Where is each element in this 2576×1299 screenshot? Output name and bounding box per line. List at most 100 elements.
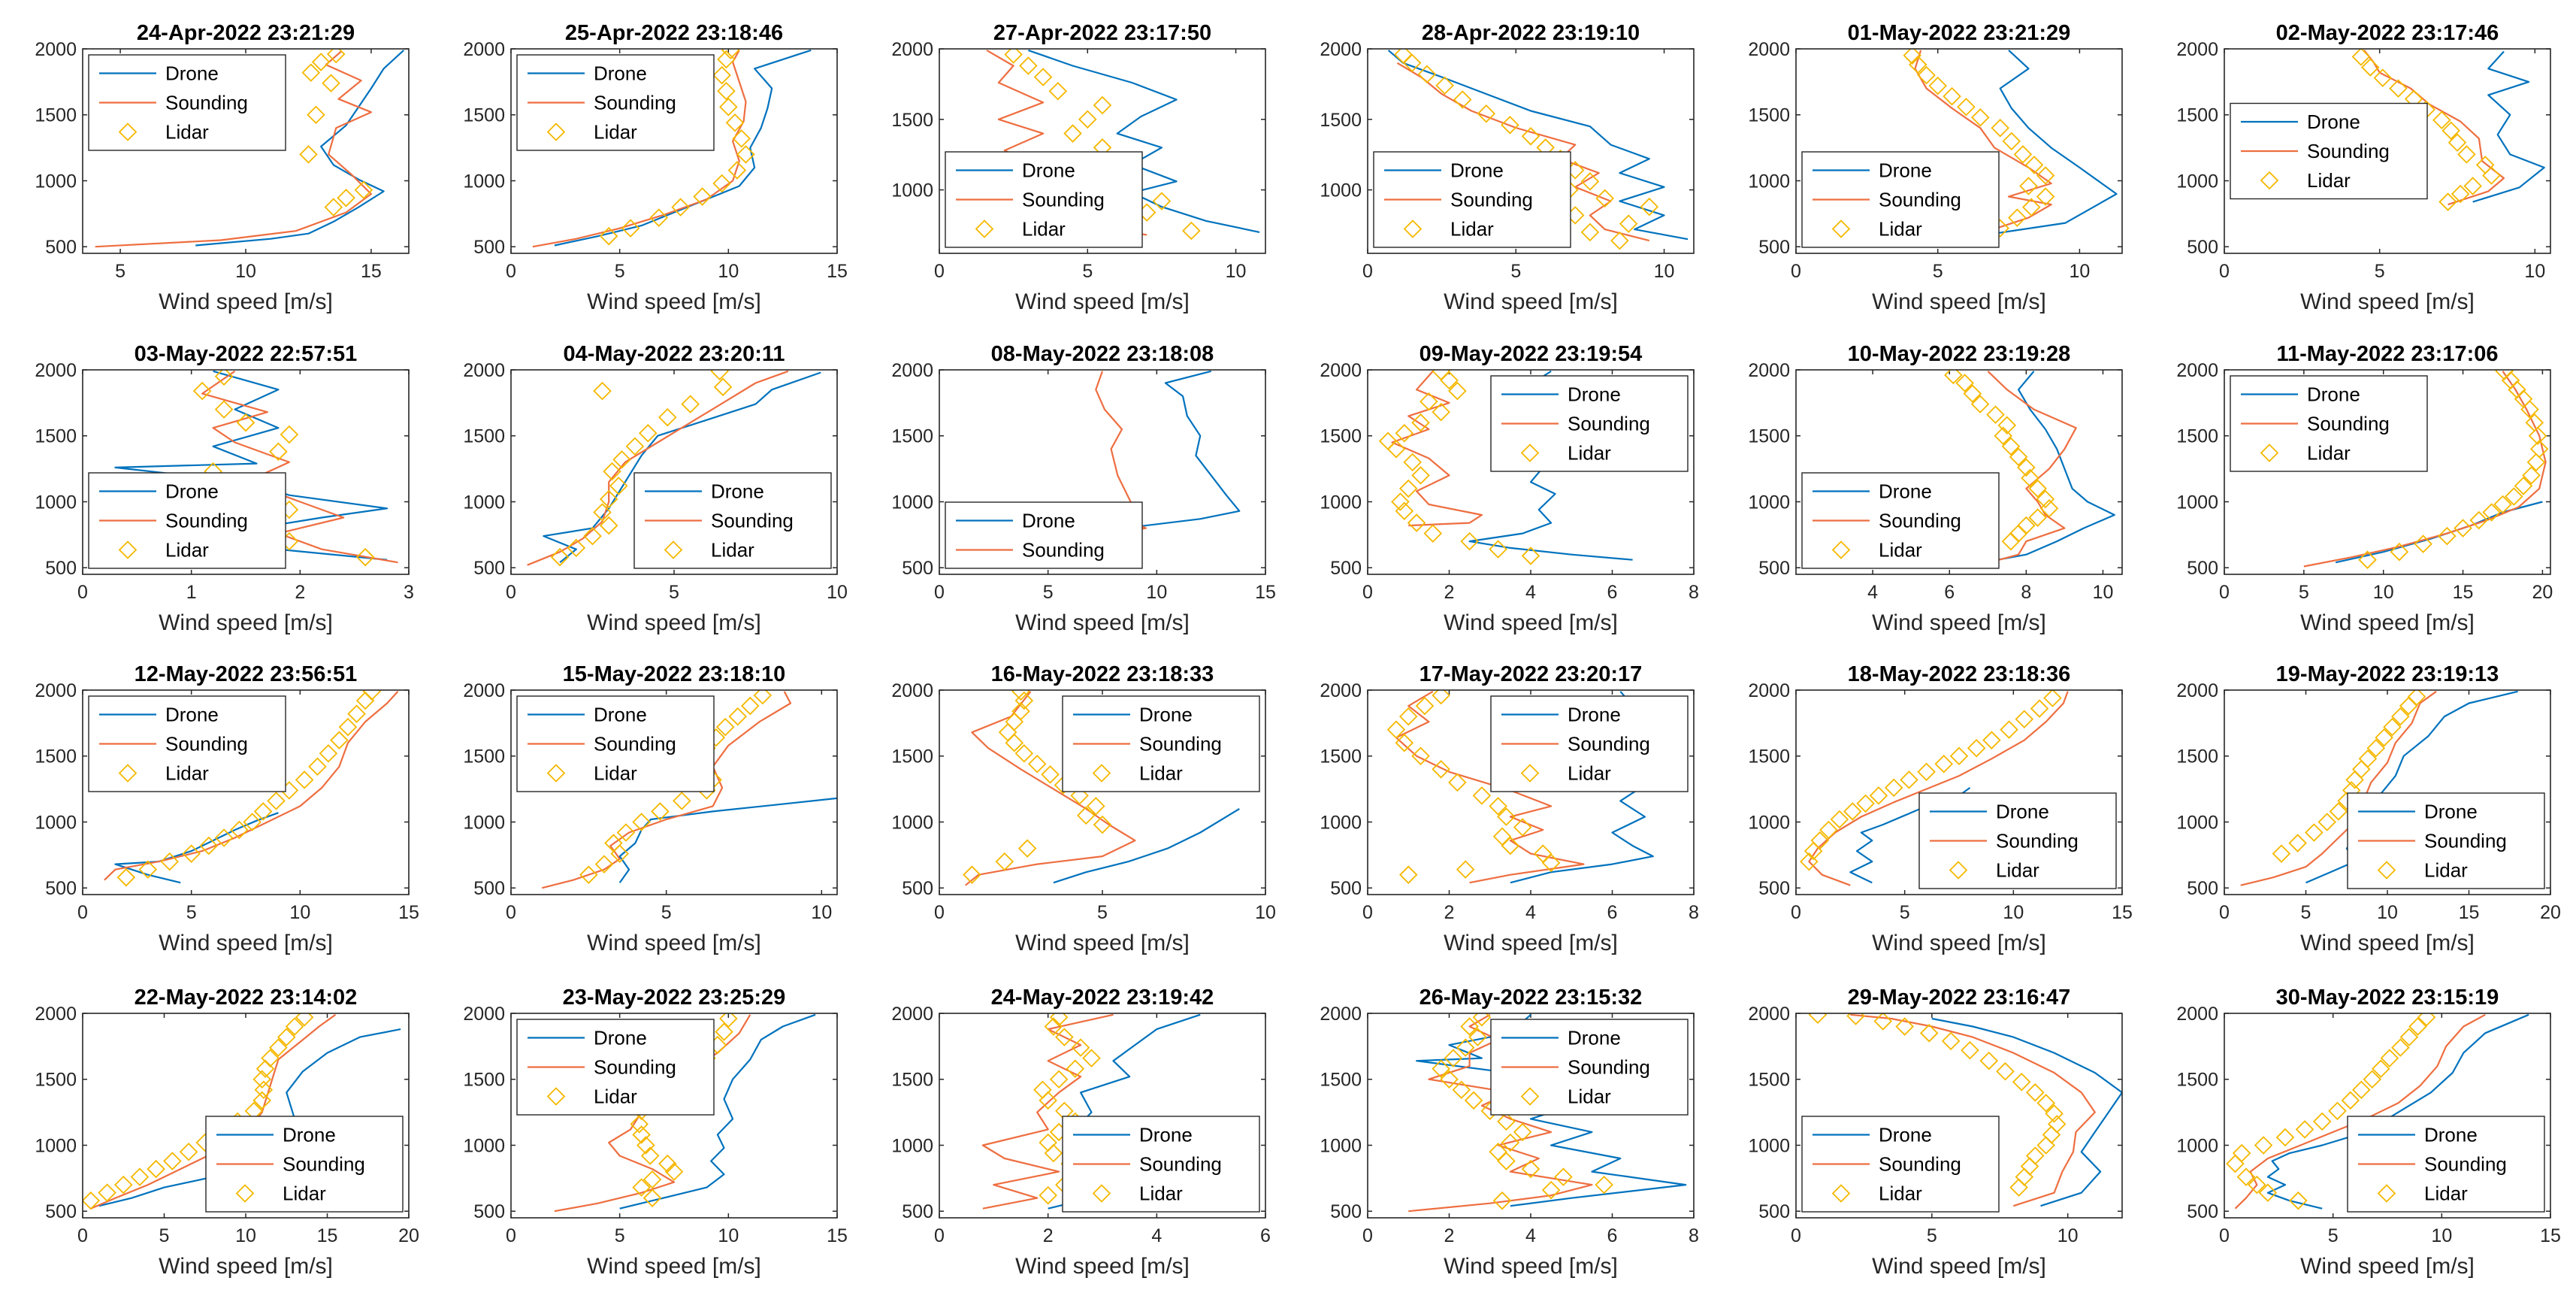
lidar-point (1928, 76, 1947, 95)
legend-box (945, 501, 1143, 569)
legend-sounding-label: Sounding (165, 733, 248, 755)
lidar-point (113, 1175, 133, 1195)
lidar-point (2232, 1143, 2251, 1163)
lidar-point (2036, 166, 2055, 185)
panel-title: 22-May-2022 23:14:02 (135, 986, 358, 1010)
lidar-point (632, 1178, 651, 1197)
lidar-point (330, 731, 349, 749)
y-tick-label: 2000 (1748, 360, 1790, 381)
x-tick-label: 0 (506, 261, 516, 282)
legend: Drone Sounding Lidar (1918, 792, 2117, 889)
panel-title: 18-May-2022 23:18:36 (1848, 662, 2071, 686)
x-tick-label: 2 (1043, 1225, 1054, 1246)
legend: Drone Sounding Lidar (1801, 1116, 2000, 1213)
panel-title: 16-May-2022 23:18:33 (991, 662, 1214, 686)
lidar-point (1440, 1070, 1459, 1089)
legend-sounding-label: Sounding (165, 510, 248, 532)
lidar-point (2391, 1038, 2410, 1057)
lidar-point (1477, 104, 1496, 123)
lidar-point (2030, 699, 2049, 718)
lidar-point (594, 855, 614, 874)
lidar-point (1386, 720, 1406, 739)
lidar-point (1967, 738, 1986, 758)
x-tick-label: 10 (235, 1225, 256, 1246)
lidar-point (1403, 453, 1422, 472)
sounding-line (1395, 690, 1585, 884)
legend-lidar-marker (546, 1087, 566, 1106)
legend-drone-label: Drone (711, 480, 764, 503)
legend: Drone Sounding Lidar (1490, 375, 1689, 472)
legend: Drone Sounding Lidar (88, 472, 286, 569)
y-tick-label: 1500 (2176, 746, 2218, 768)
lidar-point (1497, 1112, 1516, 1131)
legend-drone-label: Drone (1568, 704, 1621, 726)
axes-frame (1367, 369, 1695, 575)
y-tick-label: 2000 (2176, 39, 2218, 60)
y-tick-label: 1000 (891, 812, 933, 833)
lidar-point (599, 516, 618, 535)
legend-sounding-label: Sounding (2424, 1153, 2507, 1176)
lidar-point (1492, 827, 1512, 846)
series-layer (532, 49, 812, 248)
axes-frame (1367, 689, 1695, 895)
x-tick-label: 10 (827, 582, 848, 603)
lidar-point (621, 219, 640, 238)
legend: Drone Sounding Lidar (1801, 151, 2000, 248)
y-tick-label: 2000 (1748, 680, 1790, 701)
legend-lidar-marker (546, 764, 566, 783)
lidar-point (1432, 1059, 1450, 1078)
x-tick-label: 5 (1082, 261, 1093, 282)
legend-lidar-marker (1831, 540, 1851, 559)
lidar-point (1997, 416, 2017, 435)
panel-18: 19-May-2022 23:19:13 0 5 10 15 20 500 1000 1500 2… (2176, 662, 2561, 955)
panel-22: 26-May-2022 23:15:32 0 2 4 6 8 500 1000 1500 2000… (1320, 986, 1699, 1279)
x-tick-label: 0 (934, 261, 945, 282)
legend-drone-label: Drone (1139, 704, 1193, 726)
lidar-point (1472, 786, 1492, 805)
lidar-point (163, 1152, 182, 1170)
legend: Drone Sounding Lidar (1373, 151, 1571, 248)
legend-drone-label: Drone (1996, 801, 2049, 823)
legend-drone-label: Drone (1022, 159, 1075, 182)
y-tick-label: 2000 (1320, 360, 1362, 381)
lidar-point (2358, 749, 2378, 768)
lidar-point (2375, 728, 2393, 747)
axes-frame (2224, 689, 2551, 895)
panel-10: 09-May-2022 23:19:54 0 2 4 6 8 500 1000 1500 2000… (1320, 342, 1699, 635)
lidar-point (642, 1188, 662, 1207)
lidar-point (179, 1142, 198, 1161)
lidar-point (254, 1080, 274, 1100)
y-tick-label: 500 (1758, 558, 1790, 579)
lidar-point (664, 1162, 684, 1181)
lidar-point (1640, 197, 1659, 216)
lidar-point (753, 690, 772, 705)
lidar-point (1077, 806, 1096, 825)
lidar-point (2288, 834, 2307, 852)
lidar-point (253, 802, 273, 821)
y-tick-label: 500 (45, 1201, 77, 1222)
lidar-point (1039, 1133, 1057, 1152)
x-tick-label: 2 (1444, 1225, 1455, 1246)
legend-sounding-label: Sounding (283, 1153, 365, 1176)
x-tick-label: 2 (295, 582, 305, 603)
lidar-point (2525, 413, 2544, 432)
y-tick-label: 2000 (2176, 1004, 2218, 1025)
y-tick-label: 1500 (463, 1070, 505, 1091)
lidar-point (725, 113, 745, 132)
y-tick-label: 1000 (35, 492, 77, 513)
lidar-point (1884, 778, 1903, 798)
lidar-point (98, 1183, 116, 1202)
panel-24: 30-May-2022 23:15:19 0 5 10 15 500 1000 1500 200… (2176, 986, 2561, 1279)
lidar-point (1501, 1133, 1520, 1152)
x-axis-label: Wind speed [m/s] (1444, 931, 1618, 955)
lidar-point (2305, 823, 2324, 842)
legend-sounding-label: Sounding (1139, 1153, 1222, 1176)
lidar-point (1580, 172, 1600, 191)
legend-lidar-label: Lidar (1879, 539, 1922, 562)
lidar-point (295, 771, 314, 789)
y-tick-label: 1000 (1748, 812, 1790, 833)
lidar-point (1019, 56, 1038, 75)
lidar-point (2526, 453, 2546, 472)
x-tick-label: 15 (398, 902, 419, 923)
lidar-point (609, 477, 628, 495)
